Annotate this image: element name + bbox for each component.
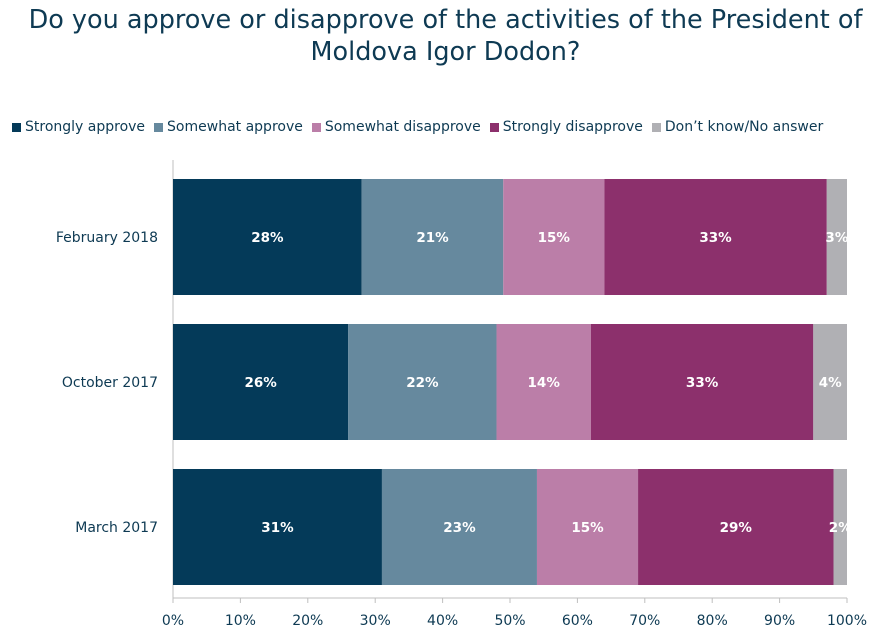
x-tick-label: 70% bbox=[629, 613, 660, 629]
x-tick-label: 40% bbox=[427, 613, 458, 629]
bar-segment bbox=[381, 469, 537, 585]
data-label: 33% bbox=[699, 230, 732, 246]
legend-item: Somewhat approve bbox=[154, 119, 303, 135]
bar-segment bbox=[173, 179, 362, 295]
data-label: 29% bbox=[720, 520, 753, 536]
bar-segment bbox=[173, 324, 349, 440]
bar-segment bbox=[348, 324, 497, 440]
bar-segment bbox=[638, 469, 834, 585]
x-tick-label: 20% bbox=[292, 613, 323, 629]
bar-segment bbox=[536, 469, 639, 585]
x-tick-label: 10% bbox=[225, 613, 256, 629]
legend-item: Strongly disapprove bbox=[489, 119, 643, 135]
bar-segment bbox=[604, 179, 827, 295]
bar-segment bbox=[833, 469, 847, 585]
bar-segment bbox=[361, 179, 504, 295]
data-label: 33% bbox=[686, 375, 719, 391]
x-tick-label: 0% bbox=[162, 613, 184, 629]
chart-title-line-2: Moldova Igor Dodon? bbox=[310, 37, 581, 67]
category-label: March 2017 bbox=[75, 520, 158, 536]
legend-swatch bbox=[489, 122, 499, 132]
data-label: 22% bbox=[406, 375, 439, 391]
x-tick-label: 30% bbox=[360, 613, 391, 629]
x-tick-label: 90% bbox=[764, 613, 795, 629]
legend-label: Somewhat approve bbox=[167, 119, 303, 135]
bar-segment bbox=[590, 324, 814, 440]
data-label: 28% bbox=[251, 230, 284, 246]
legend-label: Somewhat disapprove bbox=[324, 119, 481, 135]
x-tick-label: 60% bbox=[562, 613, 593, 629]
legend-swatch bbox=[12, 122, 21, 132]
legend-swatch bbox=[311, 122, 321, 132]
legend-label: Strongly approve bbox=[25, 119, 146, 135]
x-tick-label: 80% bbox=[697, 613, 728, 629]
bar-segment bbox=[496, 324, 591, 440]
bar-segment bbox=[826, 179, 847, 295]
data-label: 23% bbox=[443, 520, 476, 536]
data-label: 31% bbox=[261, 520, 294, 536]
bar-segment bbox=[813, 324, 847, 440]
legend-swatch bbox=[154, 122, 164, 132]
chart-title-line-1: Do you approve or disapprove of the acti… bbox=[28, 5, 863, 35]
legend-item: Somewhat disapprove bbox=[311, 119, 481, 135]
chart-legend: Strongly approve Somewhat approve Somewhat… bbox=[12, 116, 832, 138]
legend-label: Don’t know/No answer bbox=[664, 119, 824, 135]
data-label: 4% bbox=[819, 375, 842, 391]
bar-segment bbox=[173, 469, 382, 585]
chart-title: Do you approve or disapprove of the acti… bbox=[0, 4, 891, 68]
data-label: 14% bbox=[528, 375, 561, 391]
data-label: 3% bbox=[825, 230, 848, 246]
legend-item: Don’t know/No answer bbox=[651, 119, 824, 135]
category-label: October 2017 bbox=[62, 375, 158, 391]
data-label: 15% bbox=[571, 520, 604, 536]
legend-label: Strongly disapprove bbox=[502, 119, 643, 135]
x-tick-label: 50% bbox=[494, 613, 525, 629]
legend-item: Strongly approve bbox=[12, 119, 145, 135]
bar-segment bbox=[503, 179, 605, 295]
data-label: 21% bbox=[416, 230, 449, 246]
x-tick-label: 100% bbox=[827, 613, 867, 629]
category-label: February 2018 bbox=[56, 230, 158, 246]
data-label: 15% bbox=[538, 230, 571, 246]
data-label: 2% bbox=[829, 520, 852, 536]
legend-swatch bbox=[651, 122, 661, 132]
data-label: 26% bbox=[244, 375, 277, 391]
